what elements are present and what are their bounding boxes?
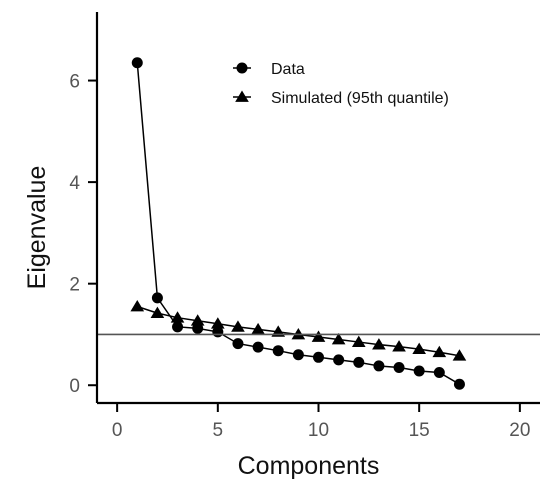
y-tick-label: 2 [69, 275, 80, 296]
series-1-point [251, 322, 265, 335]
series-0-point [232, 338, 244, 350]
series-1-point [231, 320, 245, 332]
axes-layer: 0 5 10 15 20 0 2 4 6 [69, 12, 540, 441]
series-0-point [413, 365, 425, 377]
series-1-point [311, 330, 326, 342]
series-1-point [291, 327, 306, 340]
x-tick-label: 20 [509, 420, 530, 441]
series-0-point [131, 57, 143, 69]
series-1-point [452, 349, 467, 361]
y-tick-label: 4 [69, 173, 80, 194]
x-tick-label: 10 [308, 420, 329, 441]
series-1-point [432, 345, 447, 358]
series-0-point [433, 367, 445, 379]
series-1-point [412, 342, 427, 355]
series-1-point [331, 333, 346, 345]
legend-label-simulated: Simulated (95th quantile) [271, 90, 449, 107]
x-tick-label: 5 [213, 420, 224, 441]
series-1-point [372, 338, 386, 350]
series-0-point [292, 349, 304, 361]
x-axis-title: Components [238, 452, 380, 480]
series-0-point [453, 378, 465, 390]
series-1-point [351, 335, 366, 347]
series-1-point [150, 306, 165, 318]
series-1-point [130, 300, 145, 312]
series-0-point [393, 361, 405, 373]
series-0-point [172, 321, 184, 333]
series-0-point [313, 351, 324, 363]
series-0-point [151, 292, 163, 304]
x-tick-label: 0 [112, 420, 123, 441]
legend-label-data: Data [271, 61, 305, 78]
x-tick-label: 15 [409, 420, 430, 441]
series-0-point [353, 356, 365, 368]
legend-simulated-marker [235, 90, 249, 102]
series-0-point [252, 341, 264, 353]
y-tick-label: 6 [69, 72, 80, 93]
series-1-point [170, 311, 185, 323]
y-tick-label: 0 [69, 376, 80, 397]
series-layer [130, 57, 467, 390]
series-1-point [190, 314, 205, 326]
series-0-point [373, 360, 385, 372]
y-axis-title: Eigenvalue [23, 166, 51, 290]
series-1-point [210, 317, 225, 329]
series-1-point [392, 340, 406, 352]
legend: Data Simulated (95th quantile) [233, 61, 449, 107]
legend-data-marker [236, 62, 248, 74]
series-0-point [333, 354, 345, 366]
series-0-point [272, 345, 284, 357]
